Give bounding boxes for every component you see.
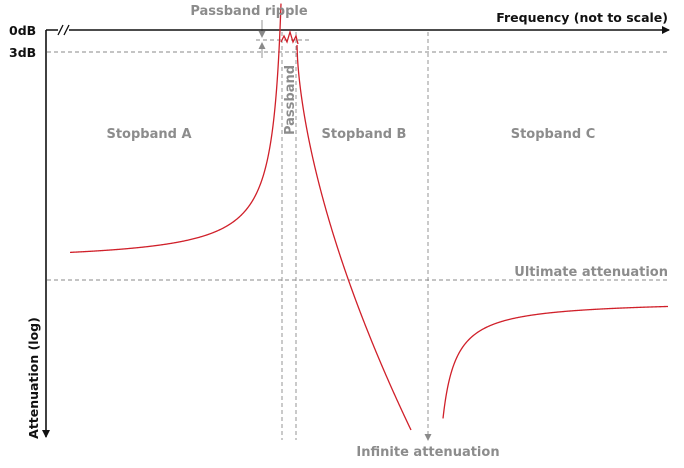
- stopband-c-label: Stopband C: [511, 127, 596, 142]
- stopband-b-label: Stopband B: [322, 127, 407, 142]
- y-axis-label: Attenuation (log): [26, 317, 41, 439]
- ultimate-attenuation-label: Ultimate attenuation: [514, 265, 668, 280]
- x-axis-label: Frequency (not to scale): [496, 10, 668, 25]
- axis-break-gap: [58, 26, 69, 35]
- response-curve-passband-ripple: [280, 29, 299, 45]
- response-curve-stopband-c: [442, 305, 669, 419]
- infinite-attenuation-label: Infinite attenuation: [356, 445, 499, 460]
- tick-label-0db: 0dB: [9, 23, 36, 38]
- response-curve-stopband-b: [296, 44, 412, 431]
- response-curve-stopband-a: [69, 3, 282, 254]
- tick-label-3db: 3dB: [9, 45, 36, 60]
- stopband-a-label: Stopband A: [106, 127, 191, 142]
- axis-break-stroke-1: [57, 24, 64, 36]
- passband-label: Passband: [283, 65, 298, 135]
- axis-break-stroke-2: [63, 24, 70, 36]
- passband-ripple-label: Passband ripple: [190, 4, 308, 19]
